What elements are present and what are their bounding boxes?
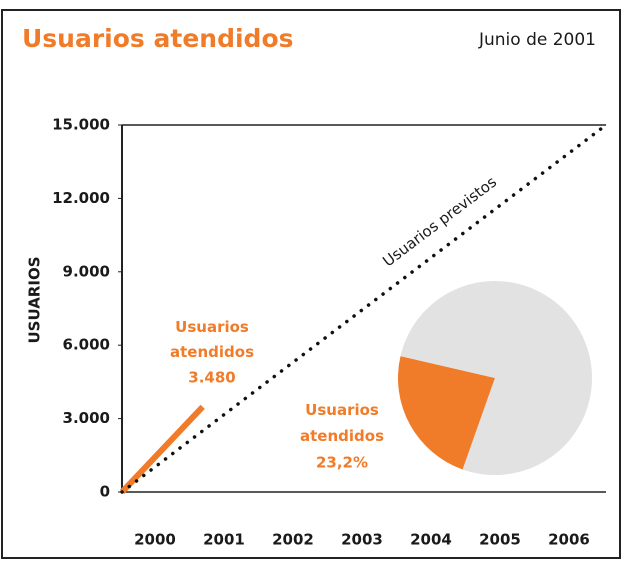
x-tick-label: 2000 (134, 531, 176, 549)
pie-value-label: 23,2% (316, 454, 368, 472)
y-axis-label: USUARIOS (26, 257, 44, 344)
frame (1, 9, 621, 559)
pie-label-line: Usuarios (305, 401, 379, 419)
x-tick-label: 2006 (548, 531, 590, 549)
y-tick-label: 12.000 (52, 189, 110, 207)
x-tick-label: 2003 (341, 531, 383, 549)
series-line (120, 123, 608, 494)
y-tick-label: 3.000 (63, 409, 110, 427)
series-line (119, 404, 205, 495)
pie-slice (398, 356, 495, 470)
x-tick-label: 2002 (272, 531, 314, 549)
y-tick-label: 9.000 (63, 262, 110, 280)
pie-slice (400, 281, 592, 476)
y-tick-label: 6.000 (63, 336, 110, 354)
x-tick-label: 2005 (479, 531, 521, 549)
y-tick-label: 0 (100, 483, 110, 501)
y-tick-label: 15.000 (52, 116, 110, 134)
chart-title: Usuarios atendidos (22, 24, 294, 53)
series-label: Usuarios atendidos (170, 318, 254, 361)
pie-label: Usuarios atendidos (300, 401, 384, 445)
value-label: 3.480 (188, 369, 235, 387)
series-label-line: atendidos (170, 343, 254, 361)
pie-label-line: atendidos (300, 427, 384, 445)
chart-subtitle: Junio de 2001 (478, 30, 596, 50)
x-tick-label: 2004 (410, 531, 452, 549)
x-tick-label: 2001 (203, 531, 245, 549)
series-label-line: Usuarios (175, 318, 249, 336)
